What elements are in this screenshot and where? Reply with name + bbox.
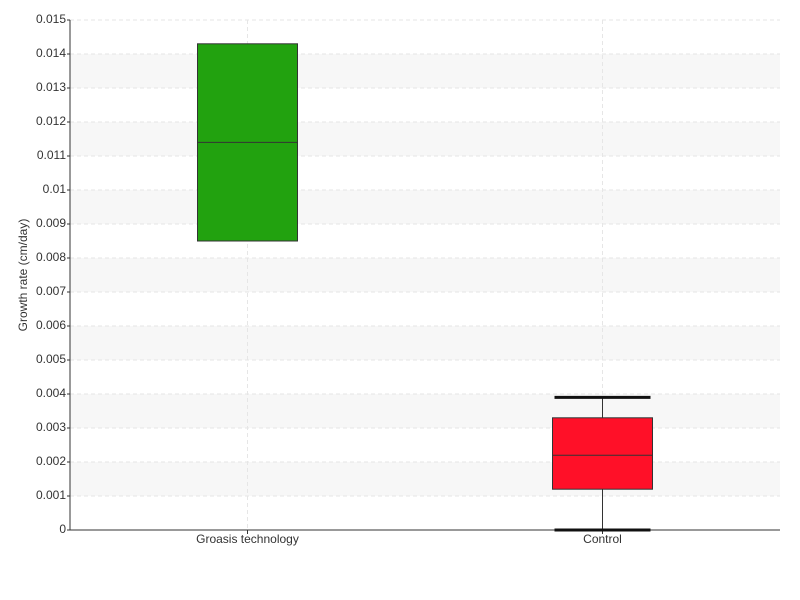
y-tick-label: 0.002 (36, 454, 66, 468)
y-tick-label: 0.004 (36, 386, 66, 400)
y-tick-label: 0.005 (36, 352, 66, 366)
y-tick-label: 0.012 (36, 114, 66, 128)
y-tick-label: 0.006 (36, 318, 66, 332)
y-tick-label: 0.003 (36, 420, 66, 434)
y-tick-label: 0.013 (36, 80, 66, 94)
box (552, 417, 653, 490)
y-tick-label: 0.015 (36, 12, 66, 26)
grid-band (70, 258, 780, 292)
y-tick-label: 0 (59, 522, 66, 536)
x-tick-label: Groasis technology (196, 532, 299, 546)
y-tick-label: 0.007 (36, 284, 66, 298)
x-tick-label: Control (583, 532, 622, 546)
y-axis-label: Growth rate (cm/day) (16, 219, 30, 332)
grid-band (70, 326, 780, 360)
y-tick-label: 0.011 (37, 148, 66, 162)
y-tick-label: 0.014 (36, 46, 66, 60)
grid-band (70, 54, 780, 88)
y-tick-label: 0.009 (36, 216, 66, 230)
y-tick-label: 0.008 (36, 250, 66, 264)
grid-band (70, 394, 780, 428)
grid-band (70, 190, 780, 224)
y-tick-label: 0.01 (43, 182, 67, 196)
grid-band (70, 462, 780, 496)
y-tick-label: 0.001 (36, 488, 66, 502)
grid-band (70, 122, 780, 156)
